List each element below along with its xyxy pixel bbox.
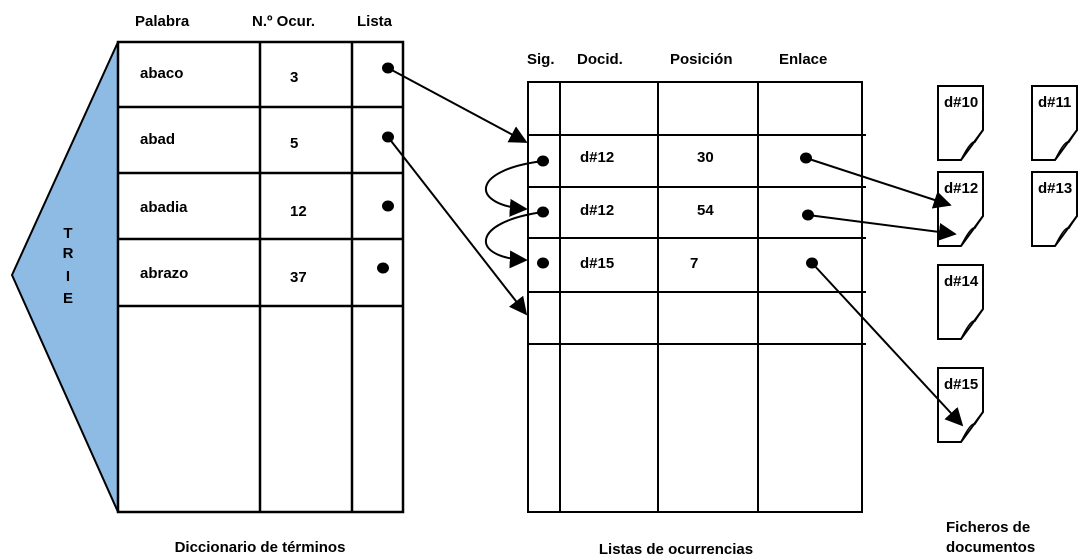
count: 12	[290, 203, 307, 220]
document-label: d#10	[944, 94, 978, 111]
doc-id: d#12	[580, 202, 614, 219]
document-label: d#12	[944, 180, 978, 197]
document-label: d#11	[1038, 94, 1071, 111]
column-header: Enlace	[779, 51, 827, 68]
position: 54	[697, 202, 714, 219]
trie-letter: I	[66, 268, 70, 285]
link-arrow	[807, 214, 957, 241]
doc-id: d#12	[580, 149, 614, 166]
list-arrow	[387, 136, 528, 316]
link-arrow	[805, 157, 952, 209]
document-label: d#13	[1038, 180, 1072, 197]
trie-letter: T	[63, 225, 72, 242]
pointer-dot	[537, 257, 549, 269]
next-arrow	[484, 160, 544, 217]
count: 3	[290, 69, 298, 86]
trie-letter: R	[63, 245, 74, 262]
count: 37	[290, 269, 307, 286]
caption: Diccionario de términos	[175, 539, 346, 556]
trie-letter: E	[63, 290, 73, 307]
column-header: Lista	[357, 13, 393, 30]
document-fold	[960, 215, 984, 247]
term: abrazo	[140, 265, 188, 282]
caption: Listas de ocurrencias	[599, 541, 753, 558]
count: 5	[290, 135, 298, 152]
pointer-dot	[382, 200, 394, 212]
pointer-dot	[377, 262, 389, 274]
occurrences-table	[527, 81, 863, 513]
document-fold	[960, 129, 984, 161]
column-header: Docid.	[577, 51, 623, 68]
list-arrow	[387, 67, 528, 143]
document-fold	[960, 308, 984, 340]
caption: documentos	[946, 539, 1035, 556]
caption: Ficheros de	[946, 519, 1030, 536]
document-label: d#14	[944, 273, 979, 290]
link-arrow	[811, 262, 964, 427]
document-fold	[1054, 129, 1078, 161]
column-header: Palabra	[135, 13, 190, 30]
column-header: N.º Ocur.	[252, 13, 315, 30]
next-arrow	[484, 211, 544, 269]
term: abad	[140, 131, 175, 148]
doc-id: d#15	[580, 255, 614, 272]
term: abadia	[140, 199, 188, 216]
column-header: Posición	[670, 51, 733, 68]
document-fold	[1054, 215, 1078, 247]
position: 7	[690, 255, 698, 272]
document-label: d#15	[944, 376, 978, 393]
position: 30	[697, 149, 714, 166]
column-header: Sig.	[527, 51, 555, 68]
term: abaco	[140, 65, 183, 82]
document-fold	[960, 411, 984, 443]
